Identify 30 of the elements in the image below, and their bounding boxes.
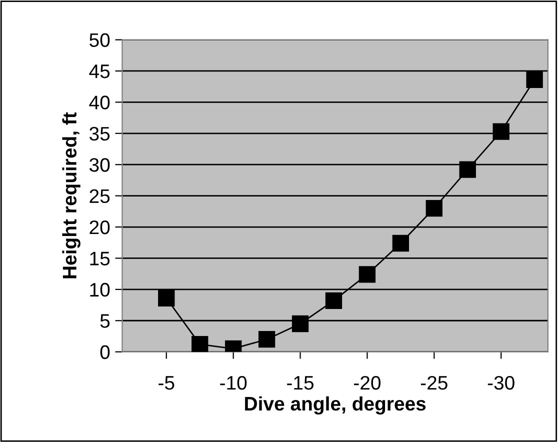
point [158,290,175,306]
x-tick-label: -15 [287,376,314,390]
y-axis-title: Height required, ft [62,112,80,278]
y-tick-label: 5 [100,314,110,328]
point [426,200,442,217]
y-tick-label: 0 [100,345,110,360]
x-tick-label: -5 [158,376,174,390]
y-tick-label: 50 [90,33,110,48]
y-tick-label: 30 [90,158,110,172]
y-tick-label: 35 [90,126,110,141]
x-tick-label: -30 [488,376,514,390]
y-tick-label: 25 [90,189,110,204]
point [358,266,376,283]
x-tick-label: -20 [354,376,381,390]
y-tick-label: 40 [89,96,110,110]
point [459,161,476,178]
y-tick-label: 45 [89,64,110,78]
point [258,331,276,348]
y-tick-label: 20 [90,220,110,234]
y-tick-label: 10 [90,282,110,297]
point [325,292,342,309]
y-tick-label: 15 [90,252,110,266]
point [292,315,309,332]
point [392,234,410,252]
x-axis-title: Dive angle, degrees [245,396,426,415]
point [492,123,510,140]
point [526,71,543,88]
x-tick-label: -10 [220,376,247,390]
x-tick-label: -25 [420,376,448,390]
point [192,336,208,352]
